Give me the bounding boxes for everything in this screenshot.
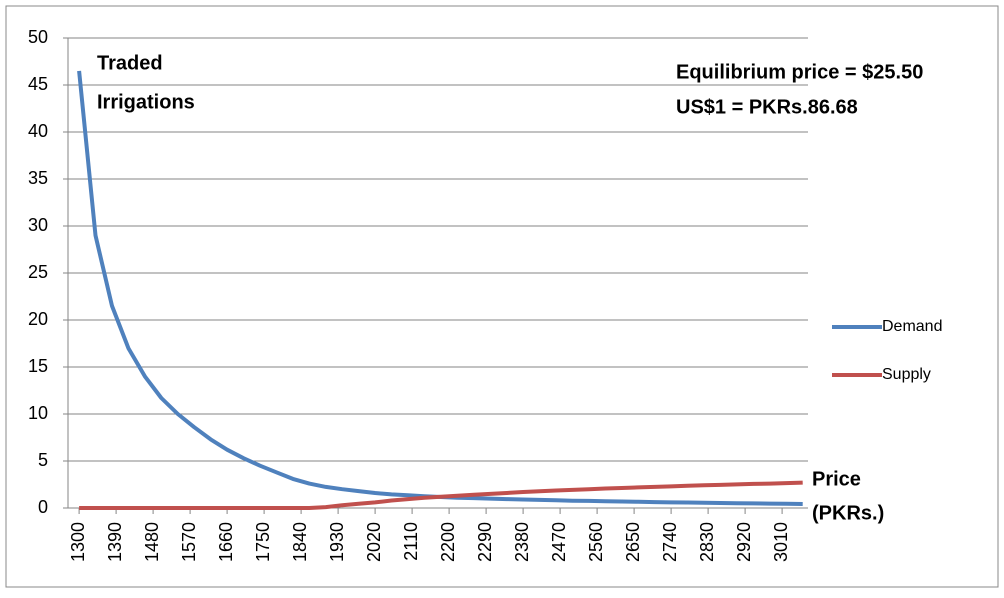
x-tick-label: 1480 xyxy=(142,522,162,562)
x-tick-label: 2380 xyxy=(512,522,532,562)
x-tick-label: 1840 xyxy=(290,522,310,562)
annotation: Traded xyxy=(97,52,163,74)
y-tick-label: 50 xyxy=(28,27,48,47)
x-tick-label: 2830 xyxy=(697,522,717,562)
x-tick-label: 2560 xyxy=(586,522,606,562)
annotation: Equilibrium price = $25.50 xyxy=(676,61,923,83)
annotation: US$1 = PKRs.86.68 xyxy=(676,96,858,118)
data-line xyxy=(79,480,803,510)
x-tick-label: 1660 xyxy=(216,522,236,562)
y-tick-label: 40 xyxy=(28,121,48,141)
x-tick-label: 2200 xyxy=(438,522,458,562)
y-tick-label: 20 xyxy=(28,309,48,329)
y-tick-label: 45 xyxy=(28,74,48,94)
x-tick-label: 1750 xyxy=(253,522,273,562)
x-tick-label: 1930 xyxy=(327,522,347,562)
annotation: Price xyxy=(812,468,861,490)
x-tick-label: 2290 xyxy=(475,522,495,562)
y-tick-label: 30 xyxy=(28,215,48,235)
annotation: Irrigations xyxy=(97,91,195,113)
y-tick-label: 25 xyxy=(28,262,48,282)
annotation: (PKRs.) xyxy=(812,502,884,524)
y-tick-label: 0 xyxy=(38,497,48,517)
chart-frame xyxy=(5,5,999,588)
x-tick-label: 1390 xyxy=(105,522,125,562)
x-tick-label: 1570 xyxy=(179,522,199,562)
x-tick-label: 2920 xyxy=(734,522,754,562)
x-tick-label: 1300 xyxy=(68,522,88,562)
legend-label: Supply xyxy=(882,366,931,383)
x-tick-label: 2470 xyxy=(549,522,569,562)
legend-label: Demand xyxy=(882,318,942,335)
x-tick-label: 2020 xyxy=(364,522,384,562)
y-tick-label: 10 xyxy=(28,403,48,423)
y-tick-label: 15 xyxy=(28,356,48,376)
x-tick-label: 3010 xyxy=(771,522,791,562)
x-tick-label: 2650 xyxy=(623,522,643,562)
x-tick-label: 2740 xyxy=(660,522,680,562)
y-tick-label: 35 xyxy=(28,168,48,188)
y-tick-label: 5 xyxy=(38,450,48,470)
x-tick-label: 2110 xyxy=(401,522,421,561)
